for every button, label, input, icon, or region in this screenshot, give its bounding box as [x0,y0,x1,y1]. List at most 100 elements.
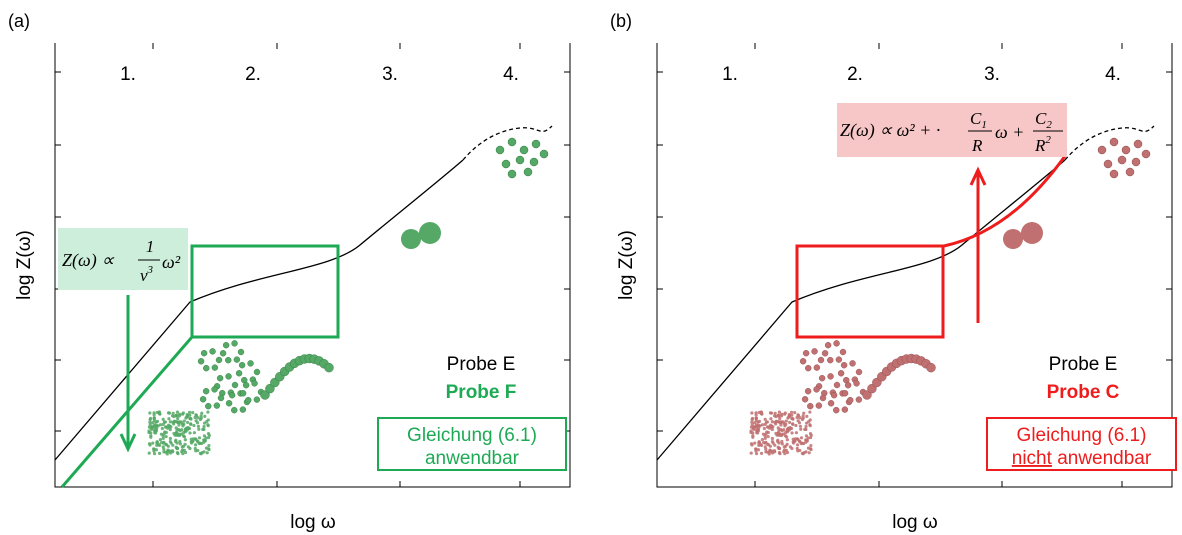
formula-part: C [1035,109,1047,128]
molecule-atom [177,423,181,427]
molecule-atom [162,450,166,454]
molecule-atom [1109,169,1119,179]
molecule-atom [801,441,806,446]
molecule-atom [805,364,812,372]
molecule-atom [757,424,761,428]
molecule-atom [183,438,187,442]
molecule-atom [827,356,834,364]
molecule-atom [821,350,829,357]
molecule-atom [764,450,768,454]
molecule-atom [158,423,163,427]
molecule-atom [265,383,275,394]
axis-frame [656,43,1173,488]
molecule-atom [760,423,765,427]
molecule-atom [778,420,782,425]
molecule-atom [777,410,782,414]
molecule-atom [148,423,152,427]
molecule-atom [205,420,209,424]
molecule-atom [772,449,777,453]
molecule-atom [1125,167,1135,177]
molecule-atom [245,396,252,404]
molecule-atom [833,340,840,347]
molecule-atom [807,420,811,424]
molecule-atom [239,390,247,397]
molecule-atom [174,426,178,430]
molecule-atom [795,443,800,447]
window-box [795,244,945,339]
molecule-atom [225,400,233,407]
molecule-atom [197,427,201,431]
molecule-atom [155,440,159,444]
molecule-atom [247,360,254,367]
molecule-atom [158,438,163,442]
molecule-atom [796,419,800,423]
molecule-atom [150,421,155,425]
molecule-atom [770,420,774,424]
molecule-atom [193,443,198,447]
molecule-atom [202,450,206,454]
molecule-atom [539,149,549,159]
molecule-atom [757,410,761,415]
molecule-atom [830,391,838,399]
molecule-atom [849,360,856,367]
molecule-atom [209,348,216,355]
molecule-atom [791,422,795,427]
region-label: 1. [722,64,738,85]
molecule-atom [750,418,754,422]
molecule-atom [926,362,936,373]
molecule-atom [251,380,258,387]
region-label: 2. [847,64,863,85]
molecule-atom [200,349,208,357]
molecule-atom [779,423,783,427]
molecule-atom [798,424,803,428]
molecule-atom [1133,139,1143,149]
molecule-atom [215,356,223,364]
molecule-atom [797,439,801,443]
molecule-atom [165,452,169,456]
molecule-atom [242,381,250,389]
molecule-atom [202,424,206,429]
molecule-atom [750,443,754,447]
molecule-atom [231,381,239,389]
molecule-atom [174,414,178,418]
molecule-atom [231,406,238,414]
molecule-atom [785,438,789,442]
molecule-atom [233,356,241,363]
molecule-atom [175,446,180,450]
molecule-atom [777,446,782,450]
molecule-atom [776,433,781,437]
molecule-atom [204,436,208,440]
molecule-atom [175,410,180,414]
molecule-atom [804,424,808,429]
molecule-atom [780,442,784,446]
molecule-atom [808,410,812,414]
molecule-atom [1109,137,1119,147]
molecule-atom [237,348,245,356]
molecule-atom [166,423,171,427]
molecule-atom [808,423,812,427]
molecule-atom [754,416,758,420]
formula-part: nicht [1012,448,1053,469]
molecule-atom [203,414,207,419]
molecule-atom [194,413,199,418]
molecule-atom [808,432,813,436]
molecule-atom [225,373,232,380]
molecule-atom [152,452,157,456]
molecule-atom [170,449,175,453]
molecule-atom [195,439,199,443]
molecule-atom [800,417,805,422]
molecule-atom [182,419,186,423]
region-label: 2. [245,64,261,85]
molecule-atom [238,361,246,369]
formula-part: anwendbar [425,448,520,469]
curve-probe-e [54,159,464,461]
molecule-atom [199,396,207,403]
molecule-atom [182,448,186,452]
molecule-atom [185,413,189,417]
molecule-atom [197,441,201,446]
molecule-atom [187,410,192,414]
molecule-atom [161,434,165,438]
molecule-atom [148,443,152,447]
molecule-atom [756,448,761,452]
molecule-atom [419,222,441,244]
